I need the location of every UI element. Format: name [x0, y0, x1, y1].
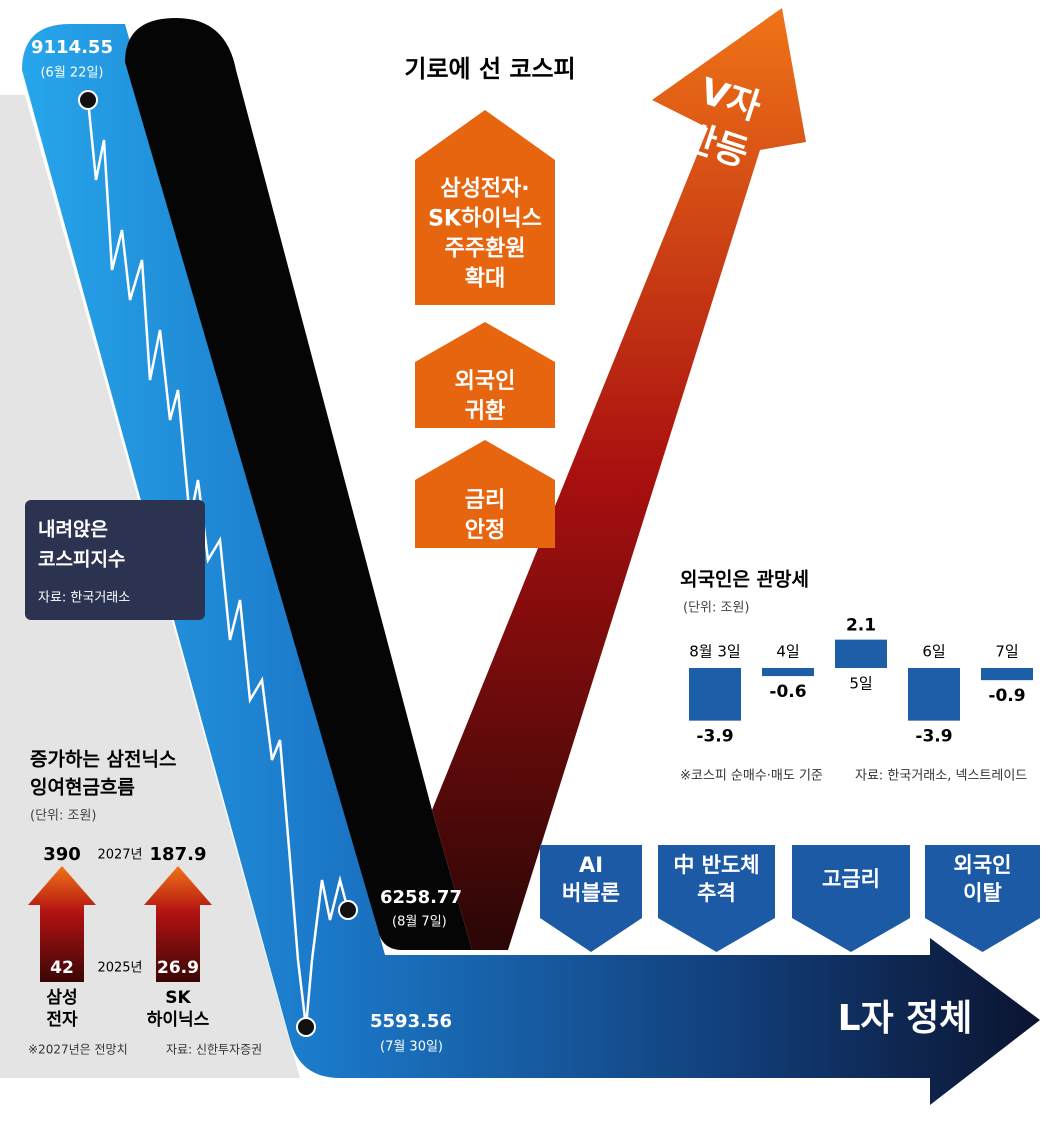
note: 자료: 한국거래소, 넥스트레이드 [855, 769, 1027, 784]
factor-box [925, 845, 1040, 952]
l-label: L자 정체 [838, 998, 973, 1039]
chart-title: 잉여현금흐름 [30, 777, 135, 799]
value-label: -0.6 [769, 682, 806, 702]
factor-text: 외국인 [954, 853, 1012, 877]
l-band [22, 24, 1040, 1105]
label-line: 코스피지수 [38, 549, 125, 571]
factor-text: 금리 [465, 488, 505, 513]
note: ※2027년은 전망치 [28, 1043, 128, 1057]
category-label: 하이닉스 [147, 1010, 210, 1030]
note: ※코스피 순매수·매도 기준 [680, 769, 823, 784]
category-label: 7일 [995, 643, 1018, 661]
value-label: -3.9 [915, 727, 952, 747]
label-line: 내려앉은 [38, 519, 108, 541]
factor-box [658, 845, 775, 952]
value-label: -3.9 [696, 727, 733, 747]
unit: (단위: 조원) [30, 809, 97, 824]
index-value: 5593.56 [370, 1011, 452, 1032]
index-date: (7월 30일) [380, 1040, 443, 1055]
label-box [25, 500, 205, 620]
growth-arrow [144, 866, 212, 982]
index-value: 6258.77 [380, 887, 462, 908]
value-label: 187.9 [150, 844, 207, 865]
value-label: 2.1 [846, 616, 876, 636]
factor-text: 삼성전자· [440, 177, 529, 202]
factor-text: 버블론 [562, 881, 620, 905]
factor-box [415, 110, 555, 305]
index-point [338, 900, 358, 920]
v-left-band [125, 18, 472, 950]
value-label: 390 [43, 844, 81, 865]
source: 자료: 한국거래소 [38, 591, 130, 606]
index-date: (8월 7일) [392, 915, 447, 930]
value-label: 26.9 [157, 958, 199, 978]
unit: (단위: 조원) [683, 601, 750, 616]
factor-text: 확대 [465, 267, 505, 292]
factor-text: 추격 [697, 881, 736, 905]
category-label: 전자 [46, 1010, 78, 1030]
category-label: 6일 [922, 643, 945, 661]
value-label: 42 [50, 958, 74, 978]
index-date: (6월 22일) [40, 66, 103, 81]
factor-text: 외국인 [455, 369, 516, 394]
series-label: 2027년 [97, 848, 142, 863]
bar [689, 668, 741, 721]
v-right-arrow [432, 8, 806, 950]
title: 기로에 선 코스피 [404, 55, 575, 83]
note: 자료: 신한투자증권 [166, 1043, 262, 1057]
chart-title: 외국인은 관망세 [680, 569, 809, 591]
bar [835, 639, 887, 668]
value-label: -0.9 [988, 686, 1025, 706]
factor-text: 주주환원 [445, 237, 526, 262]
category-label: 8월 3일 [689, 643, 740, 661]
foreign-chart: 외국인은 관망세 (단위: 조원) -3.9 8월 3일 -0.6 4일 2.1 5일 -3.9… [680, 569, 1033, 784]
bar [762, 668, 814, 677]
factor-box [415, 440, 555, 548]
factor-box [415, 322, 555, 428]
index-point [296, 1017, 316, 1037]
category-label: 5일 [849, 675, 872, 693]
factor-text: 이탈 [963, 881, 1002, 905]
index-point [78, 90, 98, 110]
category-label: SK [165, 988, 191, 1008]
factor-text: 안정 [465, 518, 505, 543]
factor-text: AI [579, 853, 603, 877]
growth-arrow [28, 866, 96, 982]
bar [981, 668, 1033, 681]
factor-text: 귀환 [465, 399, 505, 424]
category-label: 삼성 [46, 988, 77, 1008]
factor-text: 中 반도체 [673, 853, 759, 877]
chart-title: 증가하는 삼전닉스 [30, 749, 176, 771]
factor-box [540, 845, 642, 952]
bar [908, 668, 960, 721]
series-label: 2025년 [97, 961, 142, 976]
index-line [86, 99, 350, 1028]
index-value: 9114.55 [31, 37, 113, 58]
factor-text: SK하이닉스 [428, 207, 542, 232]
factor-box [792, 845, 910, 952]
category-label: 4일 [776, 643, 799, 661]
factor-text: 고금리 [822, 867, 880, 891]
